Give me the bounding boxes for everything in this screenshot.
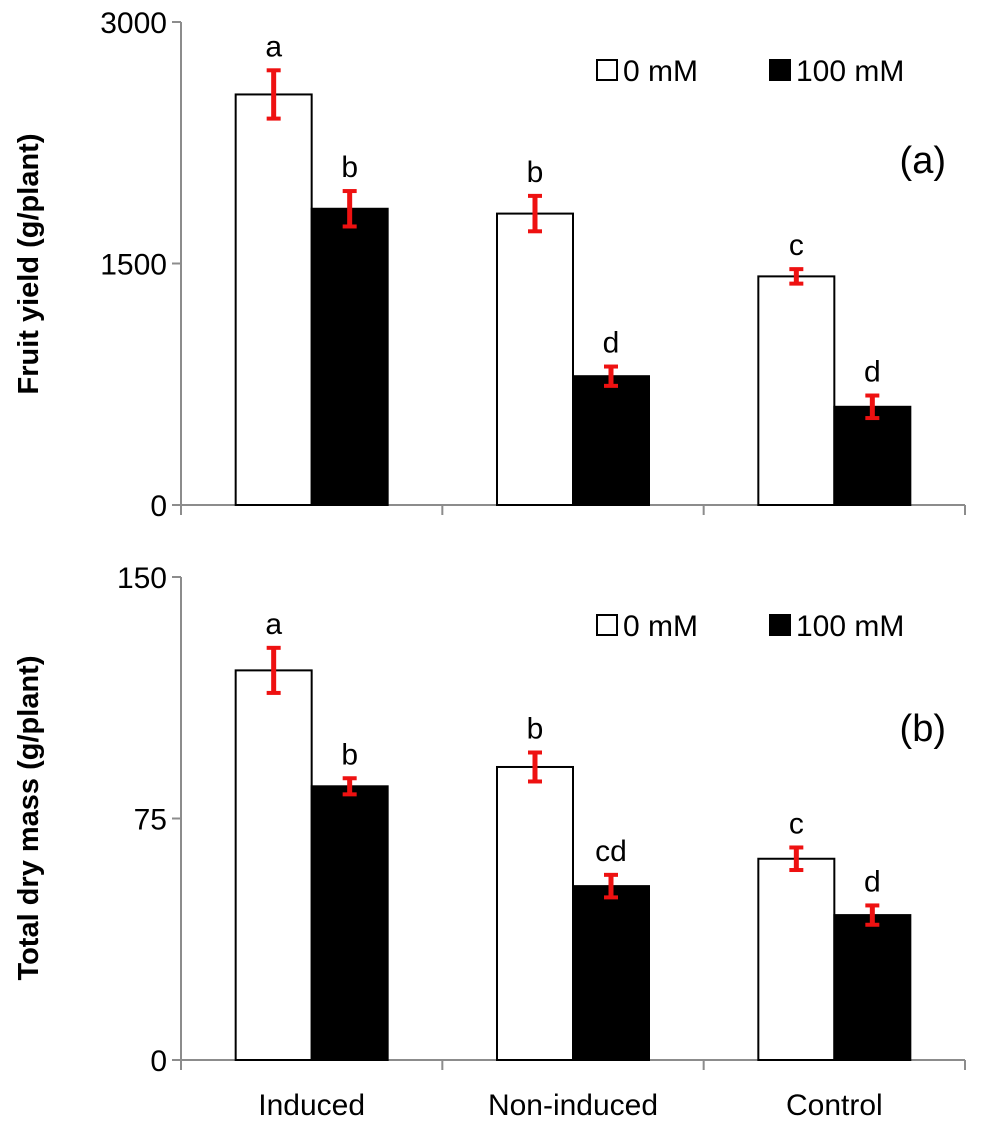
x-category-label: Non-induced xyxy=(488,1089,658,1122)
legend-label: 0 mM xyxy=(623,55,698,88)
error-bar xyxy=(789,267,804,286)
significance-label: cd xyxy=(595,835,627,868)
legend: 0 mM 100 mM xyxy=(596,610,904,643)
error-bar xyxy=(604,364,618,388)
chart-panel-b: 0 75 150 Total dry mass (g/plant) a b Induced b… xyxy=(13,562,966,1122)
y-tick-label: 3000 xyxy=(100,7,167,40)
y-axis-title: Fruit yield (g/plant) xyxy=(13,134,45,395)
error-bar xyxy=(342,776,357,797)
bar-0mM-control xyxy=(757,857,836,1061)
bar-100mM-control xyxy=(833,914,912,1061)
error-bar xyxy=(865,903,880,927)
bar-0mM-induced xyxy=(234,669,313,1061)
legend-label: 100 mM xyxy=(796,55,904,88)
bar-100mM-non-induced xyxy=(572,885,650,1061)
error-bar xyxy=(528,750,542,784)
significance-label: b xyxy=(341,738,358,771)
significance-label: b xyxy=(527,712,544,745)
significance-label: b xyxy=(341,151,358,184)
y-tick-label: 0 xyxy=(150,1045,167,1078)
legend-swatch-black xyxy=(769,59,791,81)
y-axis-title: Total dry mass (g/plant) xyxy=(13,656,45,981)
significance-label: d xyxy=(864,356,881,389)
bar-0mM-non-induced xyxy=(496,212,574,506)
bar-100mM-non-induced xyxy=(572,375,650,507)
error-bar xyxy=(266,645,281,695)
chart-panel-a: 0 1500 3000 Fruit yield (g/plant) a b b d c d 0 mM… xyxy=(13,7,966,523)
bar-100mM-induced xyxy=(310,785,389,1061)
error-bar xyxy=(865,393,880,421)
bar-0mM-non-induced xyxy=(496,765,574,1061)
legend-swatch-white xyxy=(596,59,618,81)
panel-tag: (b) xyxy=(900,708,946,750)
error-bar xyxy=(266,68,281,121)
x-category-label: Induced xyxy=(258,1089,365,1122)
significance-label: a xyxy=(265,30,282,63)
bar-100mM-induced xyxy=(310,207,389,506)
y-tick-label: 0 xyxy=(150,490,167,523)
legend-label: 100 mM xyxy=(796,610,904,643)
error-bar xyxy=(342,189,357,229)
legend-swatch-black xyxy=(769,614,791,636)
y-tick-label: 1500 xyxy=(100,249,167,282)
panel-tag: (a) xyxy=(900,140,946,182)
bar-0mM-control xyxy=(757,275,836,506)
bar-0mM-induced xyxy=(234,93,313,506)
significance-label: d xyxy=(864,865,881,898)
significance-label: a xyxy=(265,608,282,641)
significance-label: c xyxy=(789,807,804,840)
significance-label: c xyxy=(789,229,804,262)
legend: 0 mM 100 mM xyxy=(596,55,904,88)
legend-swatch-white xyxy=(596,614,618,636)
error-bar xyxy=(528,193,542,234)
legend-label: 0 mM xyxy=(623,610,698,643)
x-category-label: Control xyxy=(786,1089,883,1122)
bar-100mM-control xyxy=(833,405,912,507)
significance-label: b xyxy=(527,156,544,189)
y-tick-label: 75 xyxy=(134,804,167,837)
error-bar xyxy=(604,872,618,900)
y-tick-label: 150 xyxy=(117,562,167,595)
significance-label: d xyxy=(603,327,620,360)
error-bar xyxy=(789,845,804,873)
